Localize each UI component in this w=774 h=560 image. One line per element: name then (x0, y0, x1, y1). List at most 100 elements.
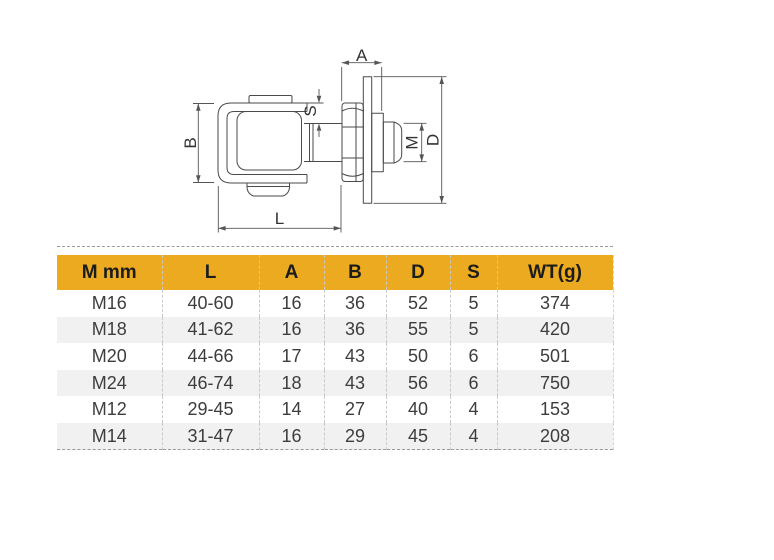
table-cell: 501 (496, 343, 614, 370)
table-cell: 45 (385, 422, 450, 450)
table-cell: 31-47 (161, 422, 259, 450)
column-header-m: M mm (57, 255, 162, 290)
table-top-dashed-line (57, 246, 613, 247)
table-cell: 208 (496, 422, 614, 450)
table-cell: 14 (258, 396, 324, 423)
nut-chamfer-arcs (341, 107, 364, 177)
dimension-a: A (341, 46, 383, 111)
dim-label-a: A (356, 46, 368, 65)
dim-l-arrow-left (218, 226, 226, 231)
table-cell: 5 (449, 316, 497, 344)
table-cell: 36 (323, 316, 386, 344)
column-header-l: L (161, 255, 259, 290)
dimension-s: S (301, 89, 324, 137)
dim-l-arrow-right (333, 226, 341, 231)
dim-s-arrow-bottom (316, 123, 322, 131)
dim-label-b: B (181, 137, 200, 148)
bolt-head (382, 121, 403, 164)
table-cell: 50 (385, 343, 450, 370)
column-header-wt: WT(g) (496, 255, 614, 290)
column-header-a: A (258, 255, 324, 290)
table-cell: 46-74 (161, 369, 259, 397)
table-row: M18 41-62 16 36 55 5 420 (57, 316, 614, 344)
column-header-d: D (385, 255, 450, 290)
table-cell: 56 (385, 369, 450, 397)
table-cell: 18 (258, 369, 324, 397)
bottom-cap (246, 182, 290, 197)
nut-facet-lines (342, 103, 364, 181)
hex-nut (341, 102, 364, 182)
dim-s-arrow-top (316, 95, 322, 103)
table-cell: 6 (449, 369, 497, 397)
table-cell: 41-62 (161, 316, 259, 344)
table-cell: 43 (323, 369, 386, 397)
table-cell: M20 (91, 345, 127, 366)
dim-a-arrow-left (341, 60, 349, 65)
table-row: M24 46-74 18 43 56 6 750 (57, 369, 614, 397)
table-cell: M24 (91, 372, 127, 393)
table-cell: M14 (91, 425, 127, 446)
nut-body (341, 102, 364, 182)
column-header-s: S (449, 255, 497, 290)
table-cell: 16 (258, 316, 324, 344)
table-cell: M16 (91, 292, 127, 313)
dim-m-arrow-top (419, 123, 424, 131)
table-cell: 29-45 (161, 396, 259, 423)
dim-d-arrow-bottom (439, 196, 444, 204)
table-row: M16 40-60 16 36 52 5 374 (57, 290, 614, 317)
hinge-block (236, 111, 302, 171)
dim-a-extensions (341, 67, 383, 111)
table-cell: 27 (323, 396, 386, 423)
table-cell: 52 (385, 290, 450, 317)
hinge-technical-drawing: A B S M D L (181, 46, 447, 233)
dim-m-arrow-bottom (419, 154, 424, 162)
dim-b-arrow-top (196, 103, 201, 111)
table-cell: 17 (258, 343, 324, 370)
washer (371, 112, 384, 173)
dim-b-extensions (193, 103, 214, 183)
dimension-m: M (403, 122, 427, 163)
mount-plate (362, 76, 373, 204)
dim-label-m: M (403, 135, 422, 149)
table-row: M12 29-45 14 27 40 4 153 (57, 396, 614, 423)
dim-label-d: D (424, 134, 443, 146)
bolt-and-plate (362, 76, 403, 204)
table-cell: 374 (496, 290, 614, 317)
table-cell: 750 (496, 369, 614, 397)
spec-table: M mm L A B D S WT(g) M16 40-60 16 36 52 … (57, 255, 614, 451)
dim-m-extensions (403, 122, 427, 163)
table-cell: 55 (385, 316, 450, 344)
dim-label-s: S (301, 105, 320, 116)
dim-a-arrow-right (374, 60, 382, 65)
table-header-row: M mm L A B D S WT(g) (57, 255, 614, 290)
top-tab (248, 95, 293, 104)
table-cell: 420 (496, 316, 614, 344)
dim-d-arrow-top (439, 76, 444, 84)
dimension-d: D (373, 76, 447, 204)
table-row: M20 44-66 17 43 50 6 501 (57, 343, 614, 370)
dim-b-arrow-bottom (196, 175, 201, 183)
table-cell: 16 (258, 422, 324, 450)
column-header-b: B (323, 255, 386, 290)
table-cell: 153 (496, 396, 614, 423)
table-cell: 4 (449, 422, 497, 450)
bolt-shaft (304, 123, 342, 162)
bracket-outer-edge (217, 102, 307, 184)
table-cell: 36 (323, 290, 386, 317)
dim-d-extensions (373, 76, 447, 204)
table-cell: 16 (258, 290, 324, 317)
bracket-inner-edge (226, 111, 307, 175)
table-cell: 40-60 (161, 290, 259, 317)
shaft-lines (304, 123, 342, 162)
table-cell: 40 (385, 396, 450, 423)
dimension-l: L (217, 185, 342, 233)
table-cell: 6 (449, 343, 497, 370)
table-cell: 29 (323, 422, 386, 450)
table-cell: M18 (91, 319, 127, 340)
table-cell: 43 (323, 343, 386, 370)
dim-l-extensions (217, 185, 342, 233)
dim-label-l: L (275, 209, 284, 228)
hinge-bracket (217, 95, 308, 197)
dimension-b: B (181, 103, 214, 183)
table-cell: 5 (449, 290, 497, 317)
